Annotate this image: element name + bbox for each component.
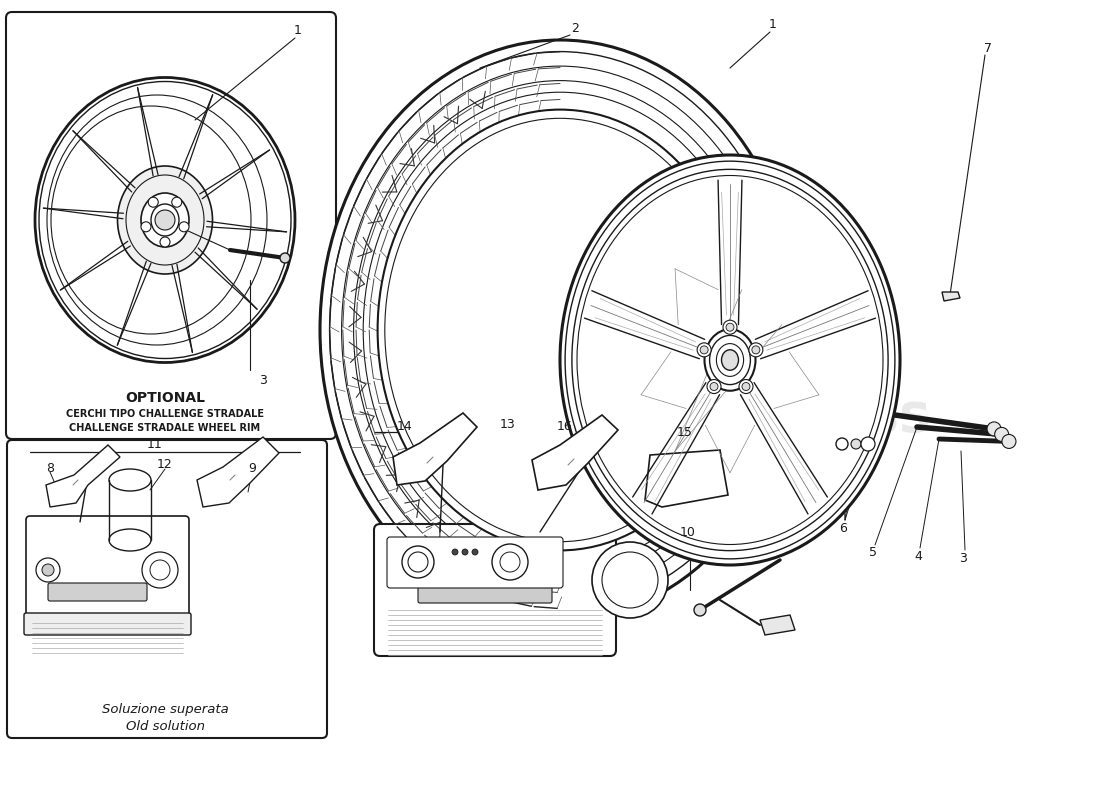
Circle shape xyxy=(452,549,458,555)
Circle shape xyxy=(36,558,60,582)
Text: a passion for parts: a passion for parts xyxy=(657,470,839,490)
Circle shape xyxy=(141,222,151,232)
Circle shape xyxy=(861,437,875,451)
Text: 3: 3 xyxy=(959,551,967,565)
FancyBboxPatch shape xyxy=(26,516,189,624)
Text: 13: 13 xyxy=(500,418,516,430)
Circle shape xyxy=(492,544,528,580)
Ellipse shape xyxy=(118,166,212,274)
Ellipse shape xyxy=(722,350,738,370)
Text: 1: 1 xyxy=(294,23,301,37)
Ellipse shape xyxy=(35,78,295,362)
Circle shape xyxy=(851,439,861,449)
FancyBboxPatch shape xyxy=(48,583,147,601)
Text: 3: 3 xyxy=(260,374,267,386)
Polygon shape xyxy=(197,437,279,507)
Text: 15: 15 xyxy=(678,426,693,438)
Text: OPTIONAL: OPTIONAL xyxy=(125,391,205,405)
FancyBboxPatch shape xyxy=(418,583,552,603)
Ellipse shape xyxy=(377,110,742,550)
Polygon shape xyxy=(645,450,728,507)
Circle shape xyxy=(179,222,189,232)
Circle shape xyxy=(1002,434,1016,449)
Circle shape xyxy=(726,323,734,331)
FancyBboxPatch shape xyxy=(24,613,191,635)
Text: Soluzione superata: Soluzione superata xyxy=(101,703,229,717)
Ellipse shape xyxy=(320,40,800,620)
FancyBboxPatch shape xyxy=(7,440,327,738)
Polygon shape xyxy=(942,292,960,301)
Text: 14: 14 xyxy=(397,419,412,433)
Ellipse shape xyxy=(560,155,900,565)
Text: 5: 5 xyxy=(869,546,877,559)
Circle shape xyxy=(700,346,708,354)
Circle shape xyxy=(694,604,706,616)
Ellipse shape xyxy=(572,170,888,550)
Ellipse shape xyxy=(109,529,151,551)
Circle shape xyxy=(280,253,290,263)
Circle shape xyxy=(160,237,170,247)
Circle shape xyxy=(710,382,718,390)
Circle shape xyxy=(742,382,750,390)
Text: 2: 2 xyxy=(571,22,579,34)
Circle shape xyxy=(402,546,434,578)
Text: 4: 4 xyxy=(914,550,922,562)
Text: 6: 6 xyxy=(839,522,847,534)
Circle shape xyxy=(752,346,760,354)
FancyBboxPatch shape xyxy=(374,524,616,656)
Circle shape xyxy=(155,210,175,230)
Circle shape xyxy=(697,343,711,357)
Circle shape xyxy=(142,552,178,588)
Text: autoexpress: autoexpress xyxy=(564,390,932,442)
Circle shape xyxy=(836,438,848,450)
Text: CHALLENGE STRADALE WHEEL RIM: CHALLENGE STRADALE WHEEL RIM xyxy=(69,423,261,433)
Circle shape xyxy=(462,549,468,555)
Text: 9: 9 xyxy=(249,462,256,474)
Text: 11: 11 xyxy=(147,438,163,450)
Circle shape xyxy=(592,542,668,618)
Polygon shape xyxy=(532,415,618,490)
Circle shape xyxy=(994,427,1009,442)
Circle shape xyxy=(472,549,478,555)
Polygon shape xyxy=(393,413,477,485)
Text: 16: 16 xyxy=(557,419,573,433)
Ellipse shape xyxy=(704,330,756,390)
Text: 10: 10 xyxy=(680,526,696,539)
Text: Old solution: Old solution xyxy=(125,719,205,733)
Polygon shape xyxy=(46,445,120,507)
Ellipse shape xyxy=(109,469,151,491)
Ellipse shape xyxy=(141,193,189,247)
Text: 1: 1 xyxy=(769,18,777,30)
FancyBboxPatch shape xyxy=(387,537,563,588)
Circle shape xyxy=(148,198,158,207)
Circle shape xyxy=(739,379,754,394)
Text: 8: 8 xyxy=(46,462,54,474)
Text: CERCHI TIPO CHALLENGE STRADALE: CERCHI TIPO CHALLENGE STRADALE xyxy=(66,409,264,419)
Circle shape xyxy=(42,564,54,576)
Text: 12: 12 xyxy=(157,458,173,471)
Circle shape xyxy=(723,320,737,334)
Circle shape xyxy=(987,422,1001,436)
Polygon shape xyxy=(760,615,795,635)
FancyBboxPatch shape xyxy=(6,12,336,439)
Circle shape xyxy=(749,343,763,357)
Circle shape xyxy=(707,379,721,394)
Circle shape xyxy=(172,198,182,207)
Text: 7: 7 xyxy=(984,42,992,54)
